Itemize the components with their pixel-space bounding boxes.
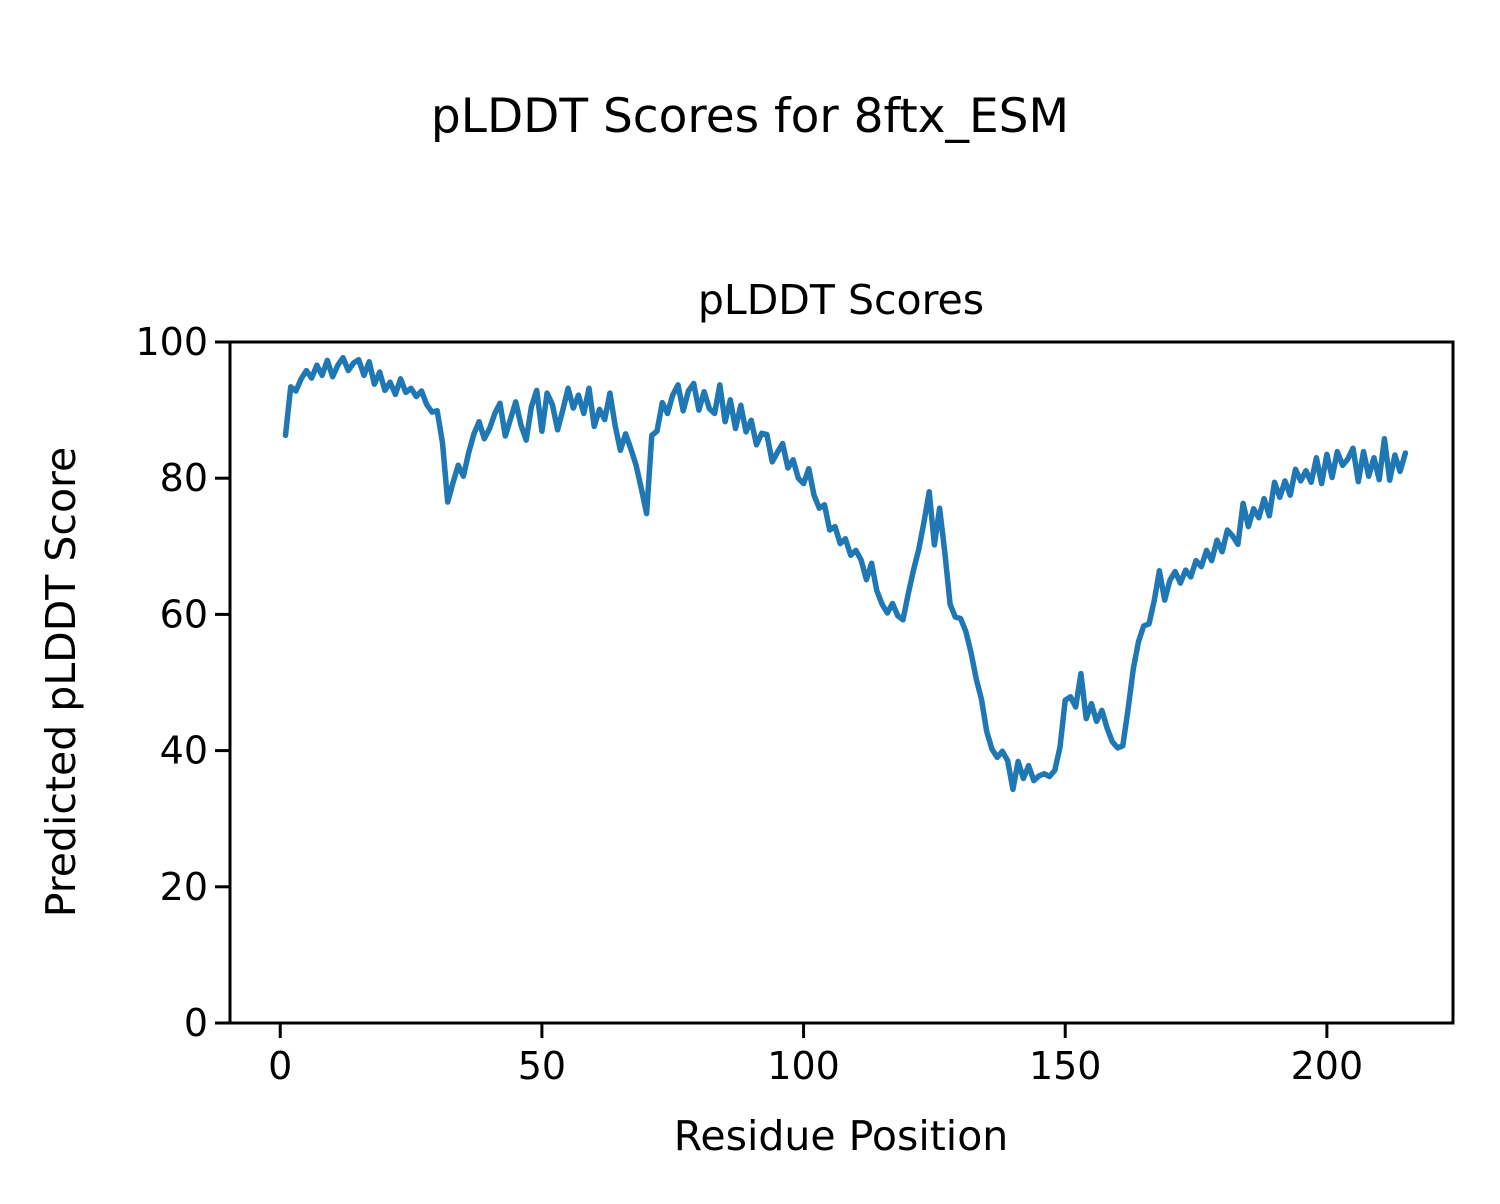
y-tick-label: 80 [160, 456, 208, 500]
y-tick-label: 100 [135, 320, 208, 364]
x-tick-label: 0 [268, 1044, 292, 1088]
y-axis-tick-labels: 0 20 40 60 80 100 [135, 320, 208, 1045]
plddt-score-line [282, 354, 1409, 793]
y-tick-label: 60 [160, 592, 208, 636]
x-tick-label: 150 [1029, 1044, 1102, 1088]
x-tick-label: 200 [1291, 1044, 1364, 1088]
plot-box-spines [228, 340, 1455, 1025]
y-tick-label: 40 [160, 729, 208, 773]
figure-suptitle: pLDDT Scores for 8ftx_ESM [431, 89, 1069, 144]
y-axis-label: Predicted pLDDT Score [37, 447, 85, 917]
x-tick-label: 50 [518, 1044, 566, 1088]
y-tick-label: 20 [160, 865, 208, 909]
y-axis-ticks [215, 340, 230, 1025]
axes-title: pLDDT Scores [698, 276, 984, 324]
x-axis-tick-labels: 0 50 100 150 200 [268, 1044, 1363, 1088]
y-tick-label: 0 [184, 1001, 208, 1045]
x-tick-label: 100 [767, 1044, 840, 1088]
x-axis-ticks [278, 1023, 1329, 1038]
x-axis-label: Residue Position [674, 1112, 1009, 1160]
